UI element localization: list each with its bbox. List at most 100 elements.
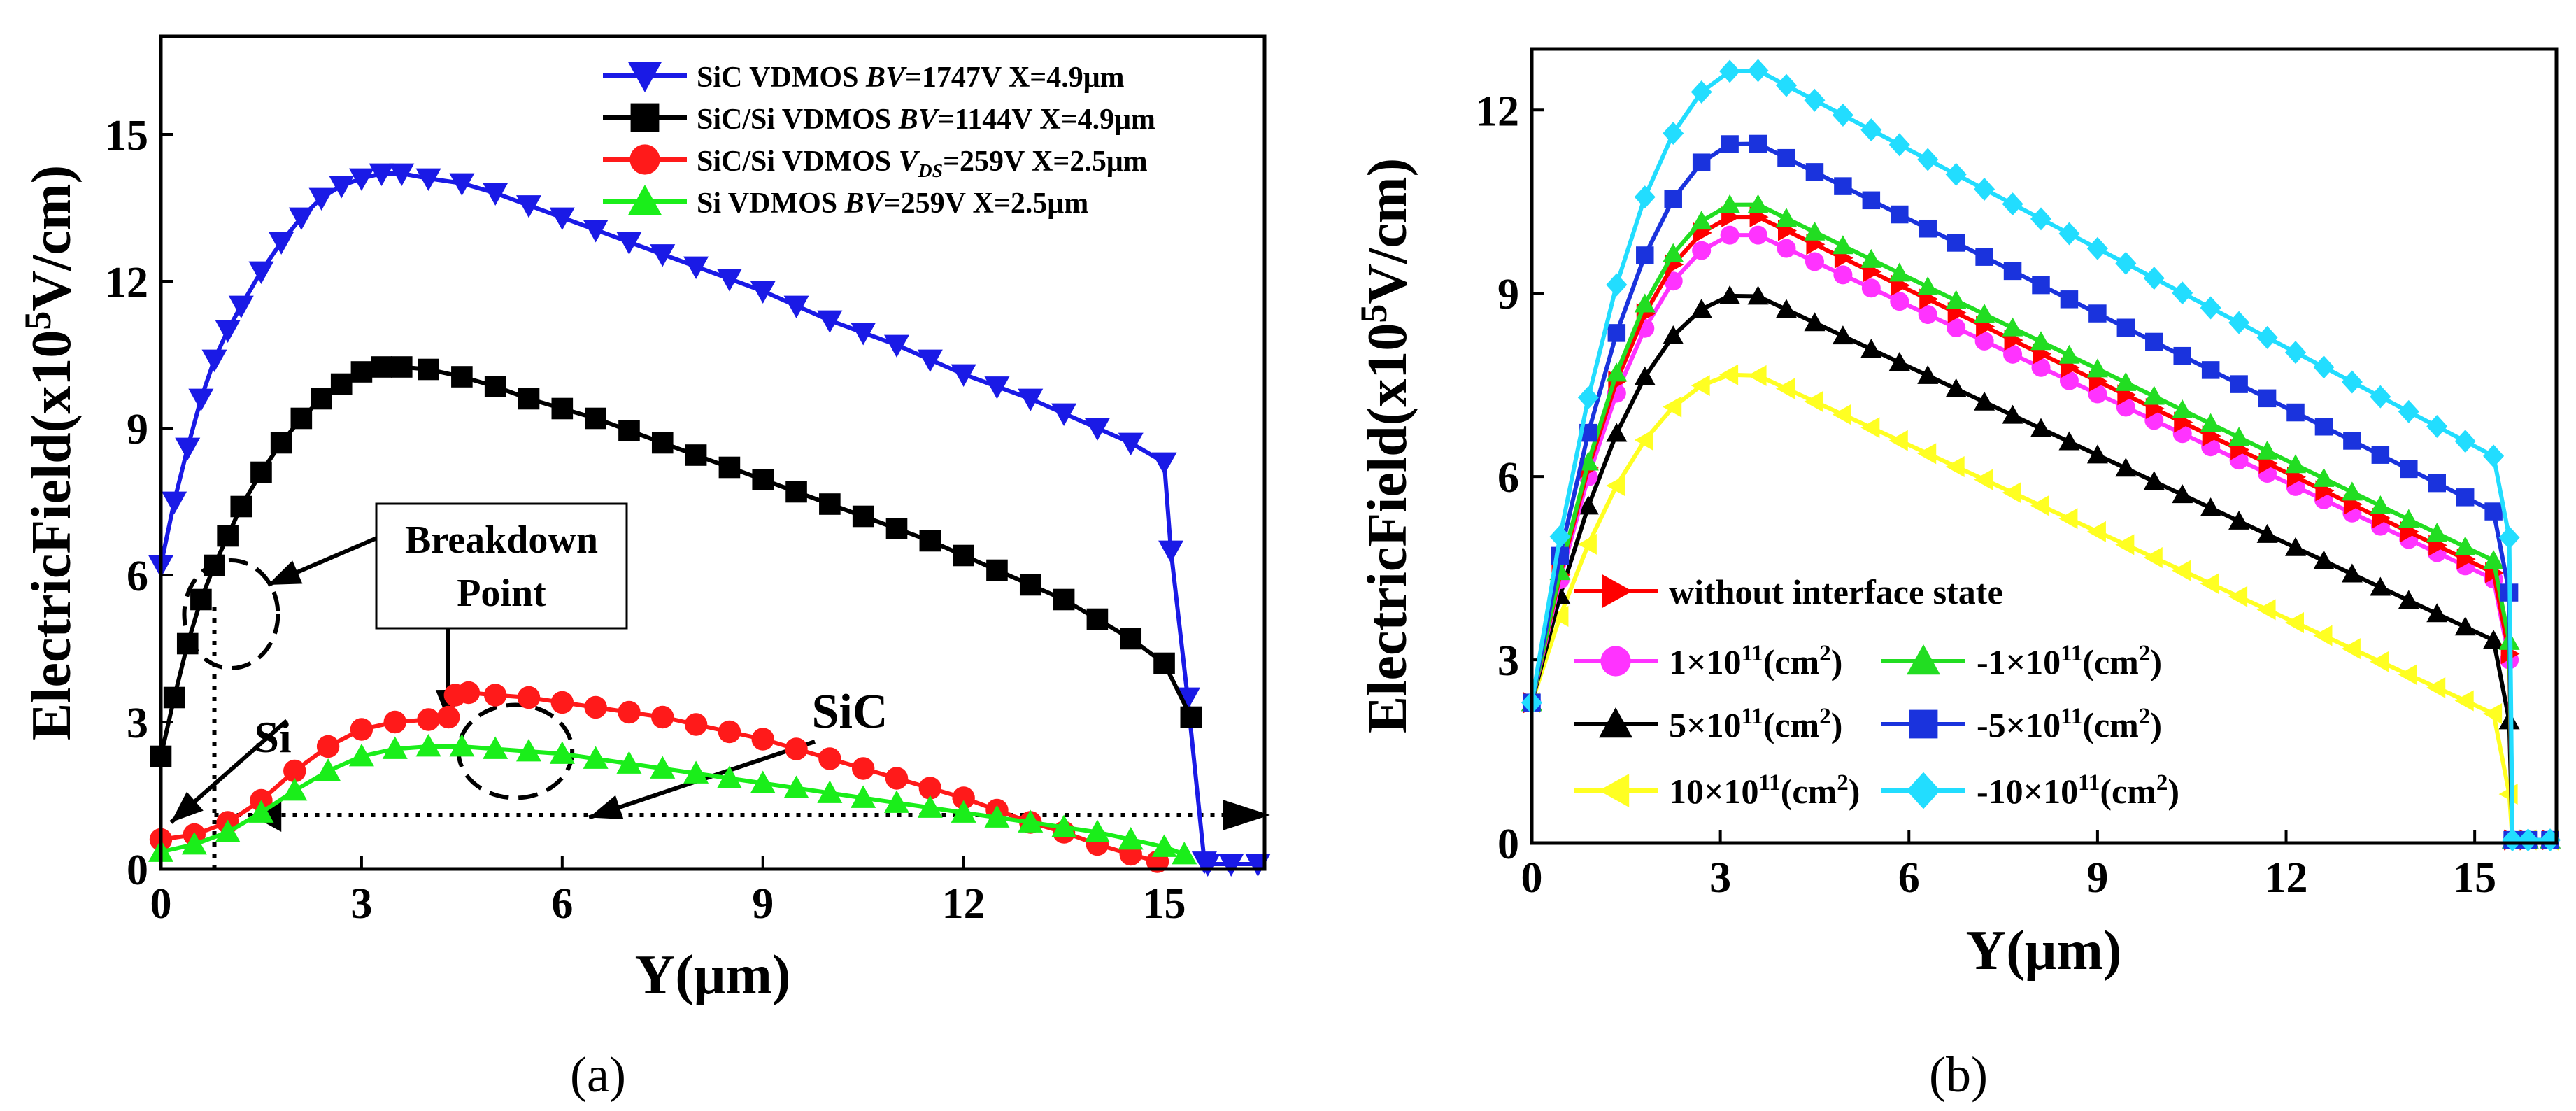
a-series-1-point-2 [176, 632, 199, 655]
a-series-1-point-36 [1120, 628, 1142, 650]
b-legend-label-6-part-0: -10×10 [1977, 772, 2078, 811]
b-legend-swatch-marker-5 [1599, 774, 1630, 807]
b-series-2-point-24 [2200, 413, 2221, 432]
breakdown-label-line2: Point [457, 572, 546, 615]
b-series-3-point-26 [2256, 523, 2278, 543]
b-series-5-point-31 [2398, 664, 2417, 686]
a-series-0-point-13 [369, 163, 394, 186]
b-series-4-point-28 [2314, 417, 2333, 436]
b-legend-label-0: without interface state [1669, 572, 2003, 611]
a-y-axis-title: ElectricField(x105V/cm) [17, 165, 83, 740]
b-series-4-point-15 [1947, 234, 1965, 252]
b-series-3-point-3 [1606, 423, 1628, 442]
a-series-1-point-34 [1053, 588, 1075, 611]
b-series-6-point-24 [2200, 296, 2221, 320]
b-series-3-point-17 [2002, 404, 2023, 424]
b-xtick-label-2: 6 [1898, 854, 1920, 902]
b-series-6-point-33 [2454, 430, 2476, 453]
b-series-4-point-7 [1721, 135, 1739, 153]
a-legend-swatch-marker-0 [628, 62, 662, 92]
b-series-4-point-18 [2032, 276, 2050, 295]
a-legend-label-0-part-2: =1747V X=4.9μm [905, 62, 1125, 94]
b-series-3-point-22 [2143, 471, 2165, 490]
b-series-6-point-2 [1577, 385, 1599, 409]
b-legend-swatch-marker-2 [1907, 644, 1940, 675]
b-series-3-point-20 [2086, 444, 2108, 464]
a-legend-label-0-part-1: BV [865, 62, 907, 94]
b-series-5-point-19 [2058, 508, 2078, 530]
a-series-1-point-16 [451, 366, 473, 388]
b-legend-label-6: -10×1011(cm2) [1977, 770, 2179, 811]
b-series-2-point-11 [1832, 235, 1853, 255]
b-series-4-point-19 [2060, 290, 2079, 309]
a-legend-label-2-part-0: SiC/Si VDMOS [697, 146, 899, 178]
b-legend-label-5-part-3: 2 [1837, 770, 1849, 795]
a-series-2-point-13 [517, 686, 541, 709]
b-series-3-point-2 [1577, 495, 1599, 515]
a-series-3-point-9 [449, 734, 475, 757]
b-series-4-point-24 [2201, 361, 2220, 379]
a-legend-item-3: Si VDMOS BV=259V X=2.5μm [603, 185, 1088, 220]
b-series-4-point-25 [2230, 375, 2248, 393]
b-legend-label-1-part-1: 11 [1742, 641, 1763, 666]
b-series-6-point-8 [1747, 59, 1769, 83]
b-series-6-point-4 [1634, 185, 1656, 209]
b-series-5-point-15 [1945, 455, 1965, 477]
b-series-5-point-28 [2313, 625, 2333, 646]
b-legend-swatch-marker-0 [1602, 574, 1632, 608]
b-series-6-point-19 [2058, 222, 2080, 246]
b-series-3-point-13 [1888, 351, 1910, 371]
b-series-3-point-7 [1719, 285, 1741, 304]
a-series-3-point-4 [282, 778, 308, 801]
b-series-3-point-12 [1860, 339, 1882, 358]
b-series-2-point-23 [2172, 399, 2193, 419]
a-series-2-point-19 [718, 720, 741, 744]
b-series-5-point-7 [1719, 364, 1739, 385]
a-series-0-point-21 [616, 232, 642, 255]
a-series-0-point-32 [984, 376, 1010, 399]
a-series-3-point-16 [683, 760, 709, 784]
b-series-6-point-21 [2115, 251, 2137, 275]
a-legend-label-1-part-1: BV [898, 104, 940, 136]
b-series-2-point-29 [2341, 481, 2363, 501]
a-series-1-point-15 [418, 358, 439, 381]
breakdown-arrow-head [268, 560, 303, 585]
a-series-2-point-15 [584, 695, 607, 719]
a-series-1-point-23 [685, 444, 707, 466]
b-legend-label-6-part-4: ) [2168, 772, 2179, 811]
a-series [148, 163, 1271, 877]
b-series-3-point-33 [2454, 616, 2476, 636]
b-xtick-label-0: 0 [1521, 854, 1543, 902]
b-legend-label-0-part-0: without interface state [1669, 572, 2003, 611]
b-series-6-point-35 [2498, 525, 2520, 549]
a-series-0-point-38 [1158, 540, 1184, 563]
b-series-5-point-25 [2228, 586, 2248, 607]
a-series-1-point-5 [217, 525, 239, 547]
b-legend-label-1-part-4: ) [1831, 642, 1843, 681]
a-ticks: 0 3 6 9 12 15 0 3 6 9 12 15 [105, 112, 1186, 928]
a-series-1-point-25 [752, 469, 774, 490]
b-series-1-point-19 [2059, 371, 2079, 390]
b-series-2-point-34 [2483, 550, 2505, 569]
b-series-3-point-15 [1945, 378, 1967, 397]
a-series-3-point-15 [650, 756, 676, 779]
a-legend-label-3-part-1: BV [844, 187, 886, 220]
b-series-4-point-34 [2484, 502, 2503, 521]
a-series-1-point-19 [551, 397, 574, 420]
b-series-6-point-6 [1691, 80, 1712, 104]
b-series-2-point-21 [2115, 371, 2137, 391]
b-series-3-point-9 [1776, 299, 1798, 318]
b-series-4-point-14 [1919, 219, 1937, 238]
b-series-1-point-10 [1805, 252, 1824, 271]
a-series-1-point-18 [518, 388, 540, 410]
b-series-3-point-24 [2200, 497, 2221, 517]
a-series-3-point-29 [1118, 827, 1144, 850]
a-x-axis-title: Y(μm) [634, 944, 790, 1006]
b-legend-label-6-part-2: (cm [2100, 772, 2156, 811]
b-series-3-point-32 [2426, 603, 2448, 623]
a-legend-label-1: SiC/Si VDMOS BV=1144V X=4.9μm [697, 104, 1155, 136]
a-series-3-point-30 [1151, 834, 1177, 857]
a-series-3-point-19 [783, 775, 809, 798]
a-series-0-point-4 [201, 349, 227, 372]
